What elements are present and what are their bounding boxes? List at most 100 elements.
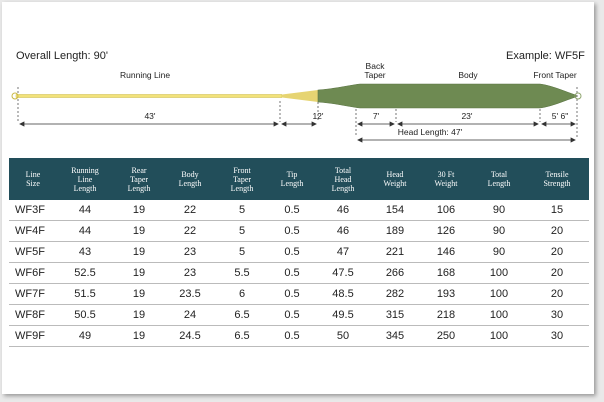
line-size-cell: WF3F — [9, 200, 57, 221]
arrowheads — [19, 121, 576, 143]
table-cell: 266 — [371, 262, 419, 284]
table-cell: 19 — [113, 220, 165, 242]
example-label: Example: WF5F — [506, 50, 585, 62]
table-cell: 22 — [165, 200, 215, 221]
line-size-cell: WF5F — [9, 241, 57, 263]
front-taper-label: Front Taper — [533, 70, 577, 80]
table-cell: 100 — [473, 304, 525, 326]
line-size-cell: WF7F — [9, 283, 57, 305]
table-cell: 90 — [473, 200, 525, 221]
table-cell: 23 — [165, 262, 215, 284]
table-cell: 315 — [371, 304, 419, 326]
line-spec-table: Line Size Running Line Length Rear Taper L… — [9, 158, 589, 347]
table-cell: 193 — [419, 283, 473, 305]
table-cell: 90 — [473, 241, 525, 263]
table-cell: 282 — [371, 283, 419, 305]
table-cell: 46 — [315, 200, 371, 221]
table-row: WF6F 52.5 19 23 5.5 0.5 47.5 266 168 100 20 — [9, 262, 589, 284]
table-cell: 218 — [419, 304, 473, 326]
table-cell: 19 — [113, 325, 165, 347]
table-cell: 90 — [473, 220, 525, 242]
column-header: Tensile Strength — [525, 158, 589, 200]
table-header-row: Line Size Running Line Length Rear Taper L… — [9, 158, 589, 200]
table-cell: 168 — [419, 262, 473, 284]
column-header: 30 Ft Weight — [419, 158, 473, 200]
table-cell: 50 — [315, 325, 371, 347]
table-cell: 23.5 — [165, 283, 215, 305]
loop-right — [574, 92, 582, 100]
line-size-cell: WF6F — [9, 262, 57, 284]
table-cell: 100 — [473, 283, 525, 305]
running-line-shape — [15, 94, 283, 98]
loop-left — [11, 92, 19, 100]
table-cell: 24.5 — [165, 325, 215, 347]
head-length-value: Head Length: 47' — [397, 127, 463, 137]
body-label: Body — [458, 70, 478, 80]
table-cell: 49.5 — [315, 304, 371, 326]
table-cell: 44 — [57, 200, 113, 221]
back-taper-label: Back Taper — [364, 61, 386, 80]
table-cell: 5 — [215, 220, 269, 242]
table-cell: 20 — [525, 283, 589, 305]
table-cell: 20 — [525, 262, 589, 284]
table-cell: 19 — [113, 262, 165, 284]
table-cell: 0.5 — [269, 262, 315, 284]
table-cell: 47.5 — [315, 262, 371, 284]
table-cell: 30 — [525, 325, 589, 347]
table-row: WF5F 43 19 23 5 0.5 47 221 146 90 20 — [9, 241, 589, 263]
table-cell: 43 — [57, 241, 113, 263]
table-cell: 0.5 — [269, 283, 315, 305]
table-cell: 6.5 — [215, 325, 269, 347]
running-length-value: 43' — [135, 112, 165, 121]
table-cell: 100 — [473, 325, 525, 347]
table-cell: 19 — [113, 241, 165, 263]
table-cell: 46 — [315, 220, 371, 242]
table-cell: 6.5 — [215, 304, 269, 326]
column-header: Rear Taper Length — [113, 158, 165, 200]
table-cell: 20 — [525, 241, 589, 263]
column-header: Line Size — [9, 158, 57, 200]
table-cell: 0.5 — [269, 304, 315, 326]
table-cell: 6 — [215, 283, 269, 305]
line-taper-diagram — [11, 83, 582, 143]
table-cell: 5 — [215, 241, 269, 263]
column-header: Total Length — [473, 158, 525, 200]
table-cell: 23 — [165, 241, 215, 263]
column-header: Tip Length — [269, 158, 315, 200]
table-row: WF7F 51.5 19 23.5 6 0.5 48.5 282 193 100 20 — [9, 283, 589, 305]
table-cell: 100 — [473, 262, 525, 284]
head-shape — [317, 83, 577, 109]
line-size-cell: WF8F — [9, 304, 57, 326]
table-row: WF4F 44 19 22 5 0.5 46 189 126 90 20 — [9, 220, 589, 242]
table-cell: 24 — [165, 304, 215, 326]
column-header: Head Weight — [371, 158, 419, 200]
table-body: WF3F 44 19 22 5 0.5 46 154 106 90 15 WF4F 44 19 22 5 0.5… — [9, 200, 589, 347]
table-cell: 146 — [419, 241, 473, 263]
table-cell: 106 — [419, 200, 473, 221]
table-cell: 345 — [371, 325, 419, 347]
table-cell: 22 — [165, 220, 215, 242]
column-header: Body Length — [165, 158, 215, 200]
table-cell: 51.5 — [57, 283, 113, 305]
table-cell: 19 — [113, 304, 165, 326]
table-cell: 48.5 — [315, 283, 371, 305]
table-row: WF3F 44 19 22 5 0.5 46 154 106 90 15 — [9, 200, 589, 221]
table-cell: 49 — [57, 325, 113, 347]
table-cell: 19 — [113, 200, 165, 221]
transition-shape — [282, 90, 318, 102]
rear-taper-length-value: 12' — [312, 111, 324, 121]
table-cell: 126 — [419, 220, 473, 242]
table-cell: 44 — [57, 220, 113, 242]
table-cell: 189 — [371, 220, 419, 242]
table-cell: 0.5 — [269, 241, 315, 263]
table-cell: 154 — [371, 200, 419, 221]
table-row: WF8F 50.5 19 24 6.5 0.5 49.5 315 218 100 30 — [9, 304, 589, 326]
running-line-label: Running Line — [120, 70, 171, 80]
table-cell: 221 — [371, 241, 419, 263]
back-taper-length-value: 7' — [372, 111, 380, 121]
table-cell: 20 — [525, 220, 589, 242]
table-cell: 5.5 — [215, 262, 269, 284]
table-cell: 0.5 — [269, 325, 315, 347]
column-header: Total Head Length — [315, 158, 371, 200]
table-cell: 50.5 — [57, 304, 113, 326]
